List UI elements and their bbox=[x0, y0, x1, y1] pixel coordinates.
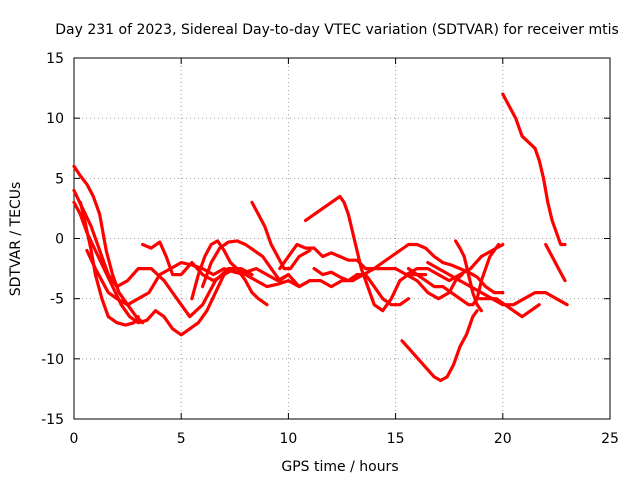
series-arc18 bbox=[477, 297, 541, 319]
series-arc20 bbox=[544, 242, 567, 283]
series-arc9 bbox=[250, 200, 312, 271]
series-group bbox=[72, 92, 569, 383]
x-tick-label: 10 bbox=[279, 431, 297, 447]
grid-lines bbox=[74, 58, 610, 419]
series-arc19 bbox=[501, 92, 567, 247]
series-arc1 bbox=[72, 164, 145, 325]
x-tick-label: 5 bbox=[177, 431, 186, 447]
y-tick-label: -10 bbox=[41, 352, 64, 368]
series-arc12 bbox=[312, 267, 411, 307]
series-arc15 bbox=[426, 261, 569, 307]
y-tick-label: 15 bbox=[46, 51, 64, 67]
x-axis: 0 5 10 15 20 25 bbox=[70, 58, 619, 447]
x-tick-label: 20 bbox=[494, 431, 512, 447]
series-arc8 bbox=[201, 239, 290, 289]
x-tick-label: 15 bbox=[387, 431, 405, 447]
x-axis-label: GPS time / hours bbox=[281, 459, 398, 475]
series-arc5 bbox=[85, 242, 505, 307]
series-arc17 bbox=[400, 309, 479, 383]
series-arc16 bbox=[454, 239, 483, 313]
y-tick-label: 10 bbox=[46, 111, 64, 127]
series-arc13 bbox=[404, 273, 464, 301]
y-tick-label: 5 bbox=[55, 171, 64, 187]
series-arc14 bbox=[406, 242, 501, 307]
x-tick-label: 25 bbox=[601, 431, 619, 447]
y-tick-label: -15 bbox=[41, 412, 64, 428]
chart-title: Day 231 of 2023, Sidereal Day-to-day VTE… bbox=[55, 22, 619, 38]
x-tick-label: 0 bbox=[70, 431, 79, 447]
y-axis: -15 -10 -5 0 5 10 15 bbox=[41, 51, 610, 428]
series-arc7 bbox=[190, 239, 269, 307]
y-axis-label: SDTVAR / TECUs bbox=[8, 182, 24, 297]
series-arc3 bbox=[72, 200, 226, 337]
series-arc11 bbox=[304, 194, 428, 313]
y-tick-label: -5 bbox=[50, 292, 64, 308]
y-tick-label: 0 bbox=[55, 232, 64, 248]
series-arc10 bbox=[278, 242, 505, 295]
series-arc4 bbox=[78, 200, 140, 327]
